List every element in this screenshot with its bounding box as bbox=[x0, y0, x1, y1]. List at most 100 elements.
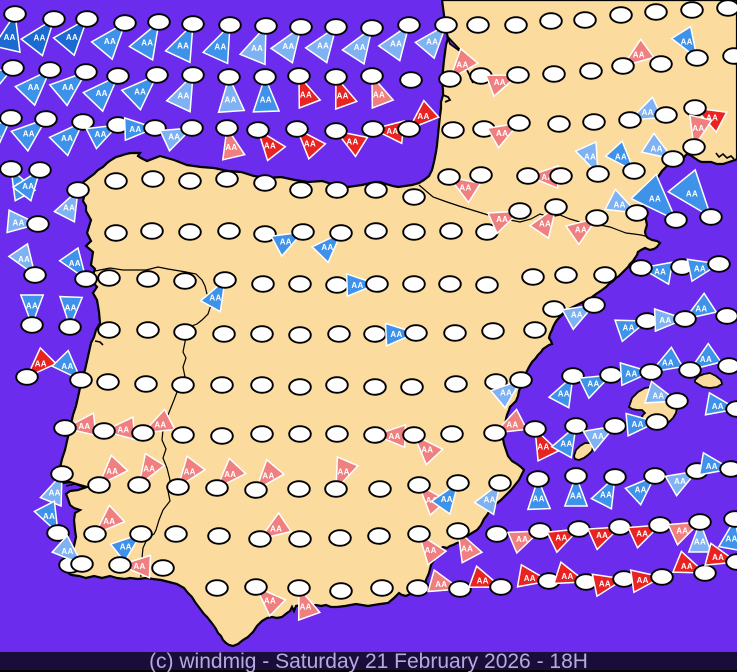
svg-text:AA: AA bbox=[143, 465, 155, 474]
svg-text:AA: AA bbox=[615, 153, 627, 162]
svg-text:AA: AA bbox=[539, 219, 551, 228]
svg-text:AA: AA bbox=[280, 237, 292, 246]
svg-text:AA: AA bbox=[214, 43, 226, 52]
svg-text:AA: AA bbox=[575, 225, 587, 234]
svg-text:AA: AA bbox=[262, 471, 274, 480]
svg-text:AA: AA bbox=[63, 204, 75, 213]
svg-text:AA: AA bbox=[61, 134, 73, 143]
svg-text:AA: AA bbox=[506, 420, 518, 429]
svg-text:AA: AA bbox=[354, 43, 366, 52]
svg-text:AA: AA bbox=[694, 264, 706, 273]
svg-text:AA: AA bbox=[425, 546, 437, 555]
svg-text:AA: AA bbox=[441, 495, 453, 504]
svg-text:AA: AA bbox=[0, 130, 1, 139]
svg-text:AA: AA bbox=[459, 184, 471, 193]
svg-text:AA: AA bbox=[681, 38, 693, 47]
svg-text:AA: AA bbox=[300, 90, 312, 99]
svg-text:AA: AA bbox=[614, 200, 626, 209]
svg-text:AA: AA bbox=[587, 380, 599, 389]
svg-text:AA: AA bbox=[251, 44, 263, 53]
svg-text:AA: AA bbox=[426, 38, 438, 47]
svg-text:AA: AA bbox=[184, 468, 196, 477]
svg-text:AA: AA bbox=[537, 443, 549, 452]
svg-text:(c) windmig - Saturday 21 Febr: (c) windmig - Saturday 21 February 2026 … bbox=[149, 650, 588, 672]
svg-text:AA: AA bbox=[65, 304, 77, 313]
svg-text:AA: AA bbox=[571, 311, 583, 320]
svg-text:AA: AA bbox=[22, 182, 34, 191]
svg-text:AA: AA bbox=[649, 195, 661, 204]
svg-text:AA: AA bbox=[726, 534, 737, 543]
svg-text:AA: AA bbox=[34, 34, 46, 43]
svg-text:AA: AA bbox=[390, 330, 402, 339]
svg-text:AA: AA bbox=[95, 130, 107, 139]
svg-text:AA: AA bbox=[484, 496, 496, 505]
svg-text:AA: AA bbox=[570, 492, 582, 501]
svg-text:AA: AA bbox=[533, 495, 545, 504]
svg-text:AA: AA bbox=[694, 538, 706, 547]
svg-text:AA: AA bbox=[117, 426, 129, 435]
svg-text:AA: AA bbox=[260, 96, 272, 105]
svg-text:AA: AA bbox=[264, 142, 276, 151]
svg-text:AA: AA bbox=[373, 90, 385, 99]
svg-text:AA: AA bbox=[321, 243, 333, 252]
svg-text:AA: AA bbox=[461, 544, 473, 553]
svg-text:AA: AA bbox=[421, 446, 433, 455]
svg-text:AA: AA bbox=[599, 579, 611, 588]
svg-text:AA: AA bbox=[633, 51, 645, 60]
svg-text:AA: AA bbox=[659, 316, 671, 325]
svg-text:AA: AA bbox=[494, 78, 506, 87]
svg-text:AA: AA bbox=[712, 553, 724, 562]
svg-text:AA: AA bbox=[388, 432, 400, 441]
svg-text:AA: AA bbox=[282, 42, 294, 51]
svg-text:AA: AA bbox=[700, 355, 712, 364]
svg-text:AA: AA bbox=[386, 127, 398, 136]
svg-text:AA: AA bbox=[636, 529, 648, 538]
svg-text:AA: AA bbox=[417, 112, 429, 121]
svg-text:AA: AA bbox=[435, 580, 447, 589]
svg-text:AA: AA bbox=[103, 517, 115, 526]
svg-text:AA: AA bbox=[681, 562, 693, 571]
svg-text:AA: AA bbox=[270, 524, 282, 533]
svg-text:AA: AA bbox=[560, 439, 572, 448]
svg-text:AA: AA bbox=[104, 37, 116, 46]
svg-text:AA: AA bbox=[224, 470, 236, 479]
svg-text:AA: AA bbox=[652, 392, 664, 401]
svg-text:AA: AA bbox=[676, 526, 688, 535]
svg-text:AA: AA bbox=[584, 152, 596, 161]
svg-text:AA: AA bbox=[133, 562, 145, 571]
svg-text:AA: AA bbox=[4, 33, 16, 42]
svg-text:AA: AA bbox=[304, 140, 316, 149]
svg-text:AA: AA bbox=[96, 89, 108, 98]
svg-text:AA: AA bbox=[66, 33, 78, 42]
svg-text:AA: AA bbox=[141, 39, 153, 48]
svg-text:AA: AA bbox=[695, 305, 707, 314]
svg-text:AA: AA bbox=[78, 422, 90, 431]
svg-text:AA: AA bbox=[134, 88, 146, 97]
svg-text:AA: AA bbox=[264, 597, 276, 606]
svg-text:AA: AA bbox=[496, 215, 508, 224]
svg-text:AA: AA bbox=[69, 259, 81, 268]
svg-text:AA: AA bbox=[625, 370, 637, 379]
svg-text:AA: AA bbox=[129, 125, 141, 134]
svg-text:AA: AA bbox=[209, 293, 221, 302]
svg-text:AA: AA bbox=[49, 488, 61, 497]
svg-text:AA: AA bbox=[623, 324, 635, 333]
svg-text:AA: AA bbox=[35, 359, 47, 368]
svg-text:AA: AA bbox=[600, 491, 612, 500]
svg-text:AA: AA bbox=[43, 512, 55, 521]
svg-text:AA: AA bbox=[674, 477, 686, 486]
svg-text:AA: AA bbox=[555, 534, 567, 543]
svg-text:AA: AA bbox=[317, 42, 329, 51]
svg-text:AA: AA bbox=[456, 60, 468, 69]
svg-text:AA: AA bbox=[300, 603, 312, 612]
svg-text:AA: AA bbox=[168, 132, 180, 141]
svg-text:AA: AA bbox=[61, 362, 73, 371]
svg-text:AA: AA bbox=[706, 462, 718, 471]
svg-text:AA: AA bbox=[561, 572, 573, 581]
svg-text:AA: AA bbox=[177, 41, 189, 50]
svg-text:AA: AA bbox=[106, 467, 118, 476]
svg-text:AA: AA bbox=[541, 173, 553, 182]
svg-text:AA: AA bbox=[635, 486, 647, 495]
svg-text:AA: AA bbox=[225, 143, 237, 152]
svg-text:AA: AA bbox=[712, 402, 724, 411]
